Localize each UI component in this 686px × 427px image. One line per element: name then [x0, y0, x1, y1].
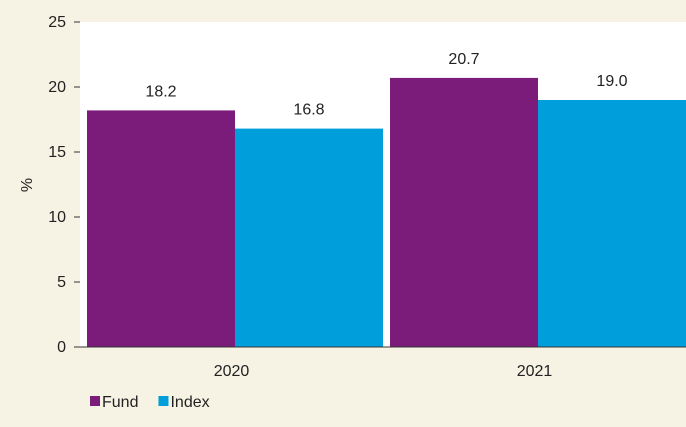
bar-fund-2020 — [87, 110, 235, 348]
y-axis-title: % — [19, 178, 36, 192]
data-label: 18.2 — [145, 83, 176, 100]
data-label: 16.8 — [293, 102, 324, 119]
bar-index-2021 — [538, 100, 686, 347]
x-tick-label: 2021 — [517, 363, 553, 380]
legend-label: Fund — [102, 394, 138, 411]
data-label: 19.0 — [596, 73, 627, 90]
bar-index-2020 — [235, 128, 383, 347]
y-tick-label: 10 — [48, 209, 66, 226]
legend-label: Index — [170, 394, 209, 411]
legend-swatch — [90, 396, 100, 406]
y-tick-label: 15 — [48, 144, 66, 161]
data-label: 20.7 — [448, 51, 479, 68]
y-tick-label: 5 — [57, 274, 66, 291]
y-tick-label: 20 — [48, 79, 66, 96]
y-tick-label: 0 — [57, 339, 66, 356]
x-tick-label: 2020 — [214, 363, 250, 380]
legend-item-fund: Fund — [90, 394, 138, 411]
legend-item-index: Index — [158, 394, 210, 411]
bar-fund-2021 — [390, 77, 538, 348]
legend-swatch — [158, 396, 169, 406]
y-tick-label: 25 — [48, 14, 66, 31]
